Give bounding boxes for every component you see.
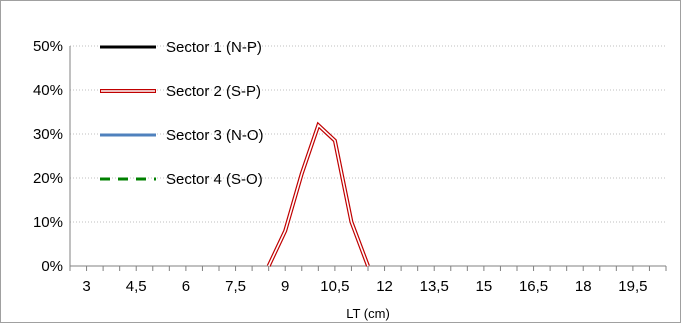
series-lines	[266, 121, 370, 267]
x-tick-label-8: 15	[476, 278, 493, 295]
y-tick-label-1: 10%	[33, 214, 63, 231]
series-line-inner-1	[267, 123, 369, 267]
x-tick-label-1: 4,5	[126, 278, 147, 295]
x-tick-label-3: 7,5	[225, 278, 246, 295]
y-tick-label-2: 20%	[33, 170, 63, 187]
x-tick-label-10: 18	[575, 278, 592, 295]
y-tick-label-4: 40%	[33, 82, 63, 99]
x-tick-label-2: 6	[182, 278, 190, 295]
legend: Sector 1 (N-P) Sector 2 (S-P) Sector 3 (N-…	[100, 39, 264, 188]
x-tick-label-11: 19,5	[618, 278, 647, 295]
y-tick-label-0: 0%	[41, 258, 63, 275]
x-tick-label-7: 13,5	[420, 278, 449, 295]
x-tick-label-0: 3	[82, 278, 90, 295]
legend-label-3: Sector 4 (S-O)	[166, 171, 263, 188]
legend-label-0: Sector 1 (N-P)	[166, 39, 262, 56]
x-tick-label-9: 16,5	[519, 278, 548, 295]
y-tick-label-3: 30%	[33, 126, 63, 143]
y-tick-label-5: 50%	[33, 38, 63, 55]
x-axis-title: LT (cm)	[346, 306, 390, 321]
axes: 0% 10% 20% 30% 40% 50% 3 4,5 6 7,5 9 10,5 12 13,5 15 16…	[33, 38, 667, 295]
x-tick-label-5: 10,5	[320, 278, 349, 295]
x-tick-label-4: 9	[281, 278, 289, 295]
x-tick-label-6: 12	[376, 278, 393, 295]
grid-lines	[70, 45, 666, 223]
legend-label-2: Sector 3 (N-O)	[166, 127, 264, 144]
legend-label-1: Sector 2 (S-P)	[166, 83, 261, 100]
